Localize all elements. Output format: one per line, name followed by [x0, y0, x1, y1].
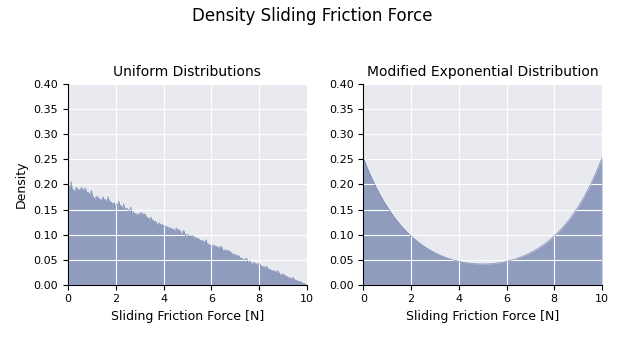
Text: Density Sliding Friction Force: Density Sliding Friction Force	[192, 7, 432, 25]
Title: Uniform Distributions: Uniform Distributions	[114, 65, 261, 79]
Title: Modified Exponential Distribution: Modified Exponential Distribution	[367, 65, 598, 79]
X-axis label: Sliding Friction Force [N]: Sliding Friction Force [N]	[406, 310, 559, 323]
Y-axis label: Density: Density	[15, 161, 28, 208]
X-axis label: Sliding Friction Force [N]: Sliding Friction Force [N]	[111, 310, 264, 323]
